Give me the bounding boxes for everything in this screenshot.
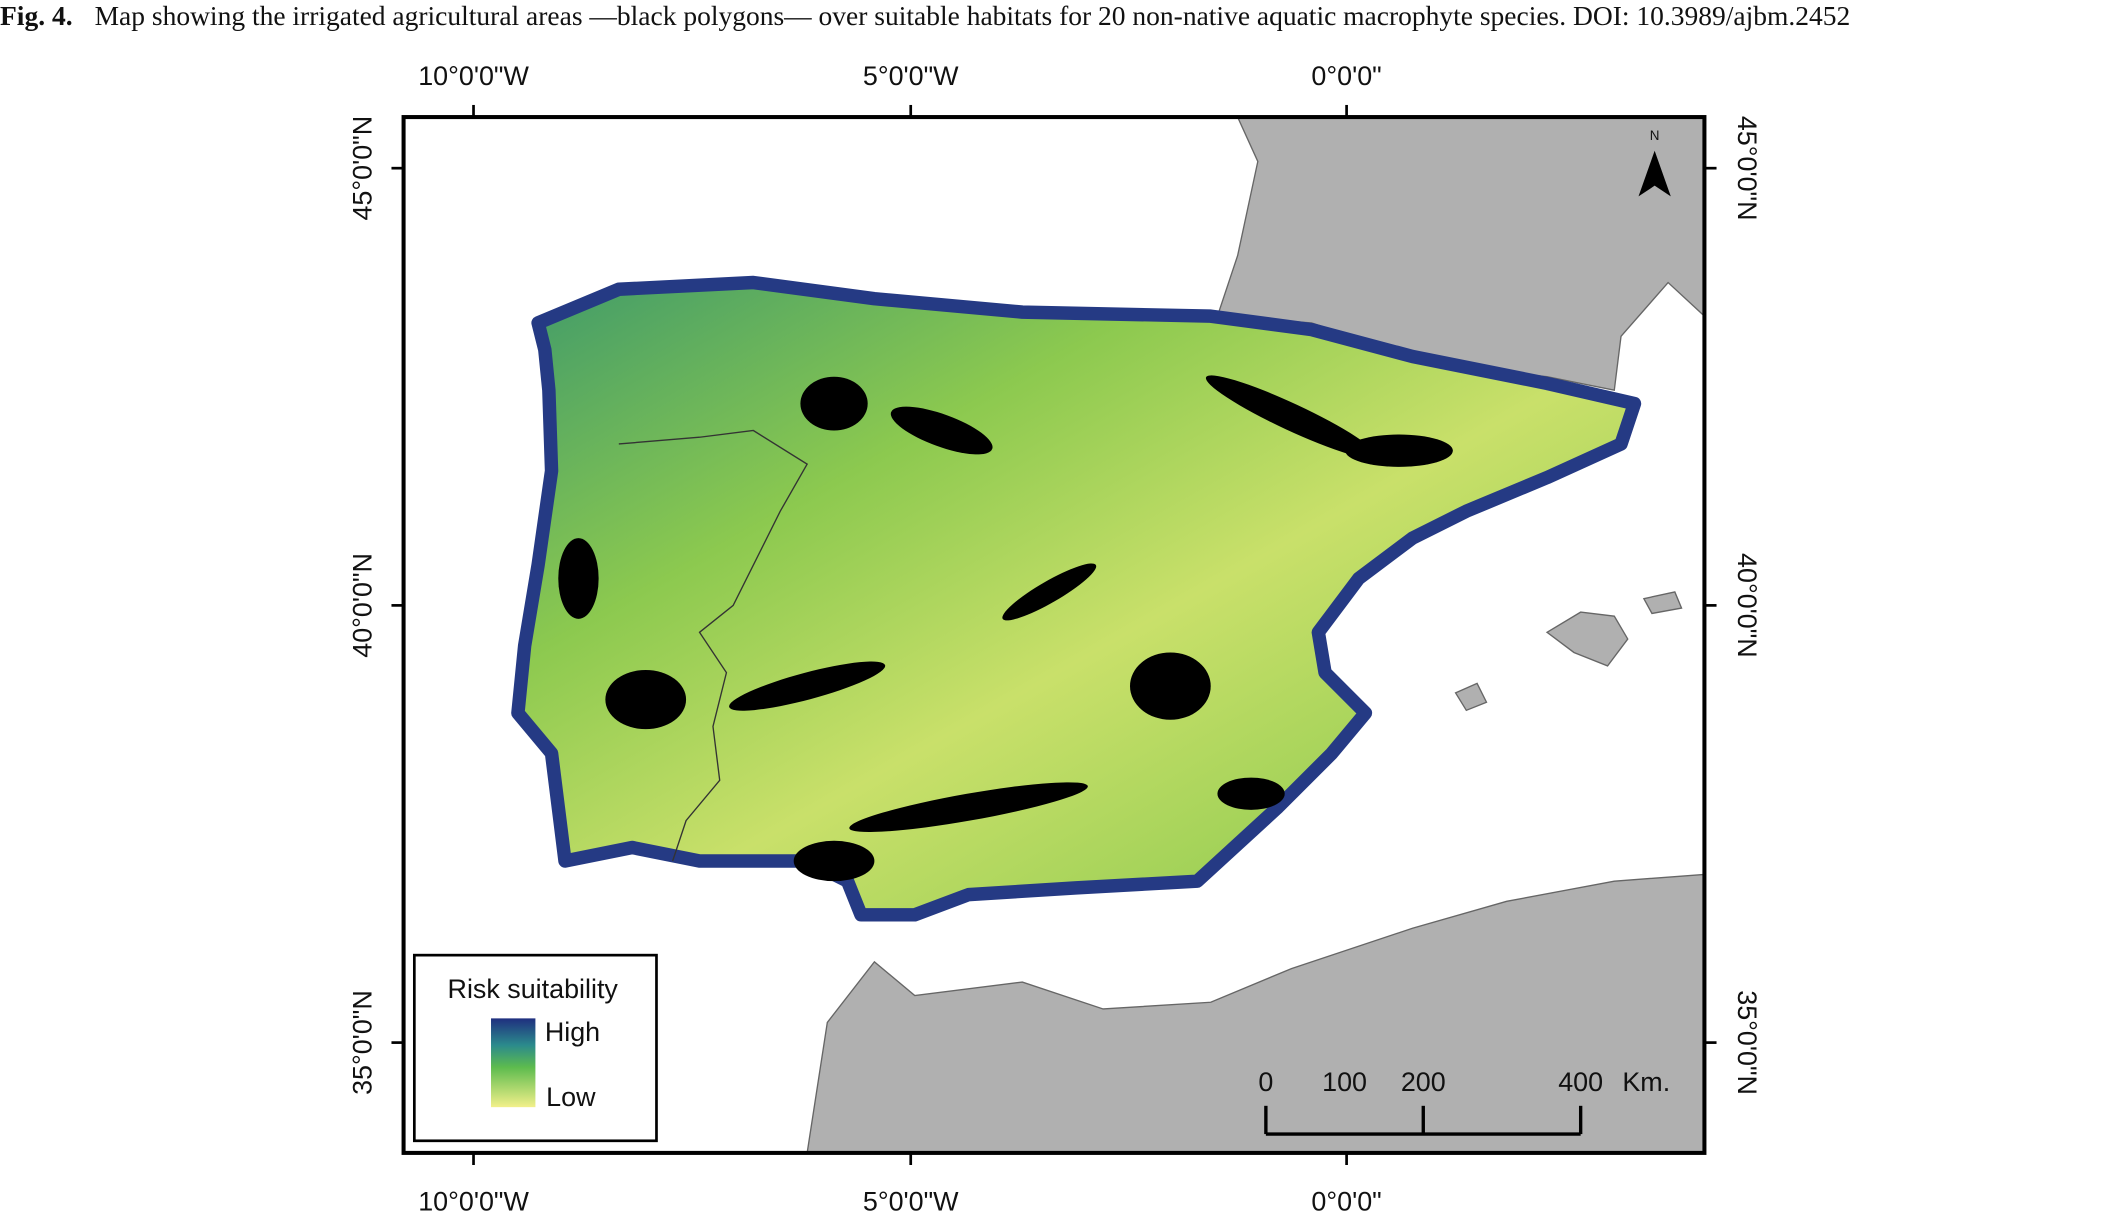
africa [806, 873, 1705, 1153]
scale-bar: 0 100 200 400 Km. [1258, 1067, 1670, 1136]
north-arrow: N [1638, 128, 1671, 197]
lon-label-bottom: 10°0'0"W [418, 1187, 529, 1217]
lat-label-right: 35°0'0"N [1732, 990, 1762, 1095]
scale-label: 100 [1322, 1067, 1367, 1097]
legend-high: High [545, 1017, 600, 1047]
caption-label: Fig. 4. [0, 0, 73, 31]
map-frame [401, 115, 1707, 1155]
caption-text: Map showing the irrigated agricultural a… [94, 0, 1851, 31]
lon-label-top: 10°0'0"W [418, 61, 529, 91]
menorca [1642, 591, 1683, 615]
irrigated-areas [558, 375, 1453, 882]
portugal-border [618, 429, 809, 862]
lat-label-left: 45°0'0"N [347, 116, 377, 221]
caption: Fig. 4. Map showing the irrigated agricul… [0, 0, 2096, 31]
iberia-suitability [511, 275, 1642, 922]
legend-ramp [491, 1018, 536, 1108]
lon-label-bottom: 0°0'0" [1311, 1187, 1381, 1217]
map-body: N [511, 117, 1705, 1153]
lon-label-bottom: 5°0'0"W [863, 1187, 959, 1217]
ibiza [1454, 682, 1488, 712]
scale-label: 400 [1558, 1067, 1603, 1097]
scale-unit: Km. [1622, 1067, 1670, 1097]
lat-label-left: 40°0'0"N [347, 553, 377, 658]
scale-label: 200 [1401, 1067, 1446, 1097]
scale-label: 0 [1258, 1067, 1273, 1097]
graticule-ticks: 10°0'0"W 10°0'0"W 5°0'0"W 5°0'0"W 0°0'0" 0°0'… [347, 61, 1762, 1217]
legend: Risk suitability High Low [412, 953, 658, 1143]
lon-label-top: 0°0'0" [1311, 61, 1381, 91]
lat-label-right: 40°0'0"N [1732, 553, 1762, 658]
lat-label-right: 45°0'0"N [1732, 116, 1762, 221]
legend-title: Risk suitability [448, 974, 619, 1004]
mallorca [1545, 611, 1629, 667]
lon-label-top: 5°0'0"W [863, 61, 959, 91]
legend-low: Low [546, 1082, 596, 1112]
lat-label-left: 35°0'0"N [347, 990, 377, 1095]
north-label: N [1650, 128, 1660, 143]
